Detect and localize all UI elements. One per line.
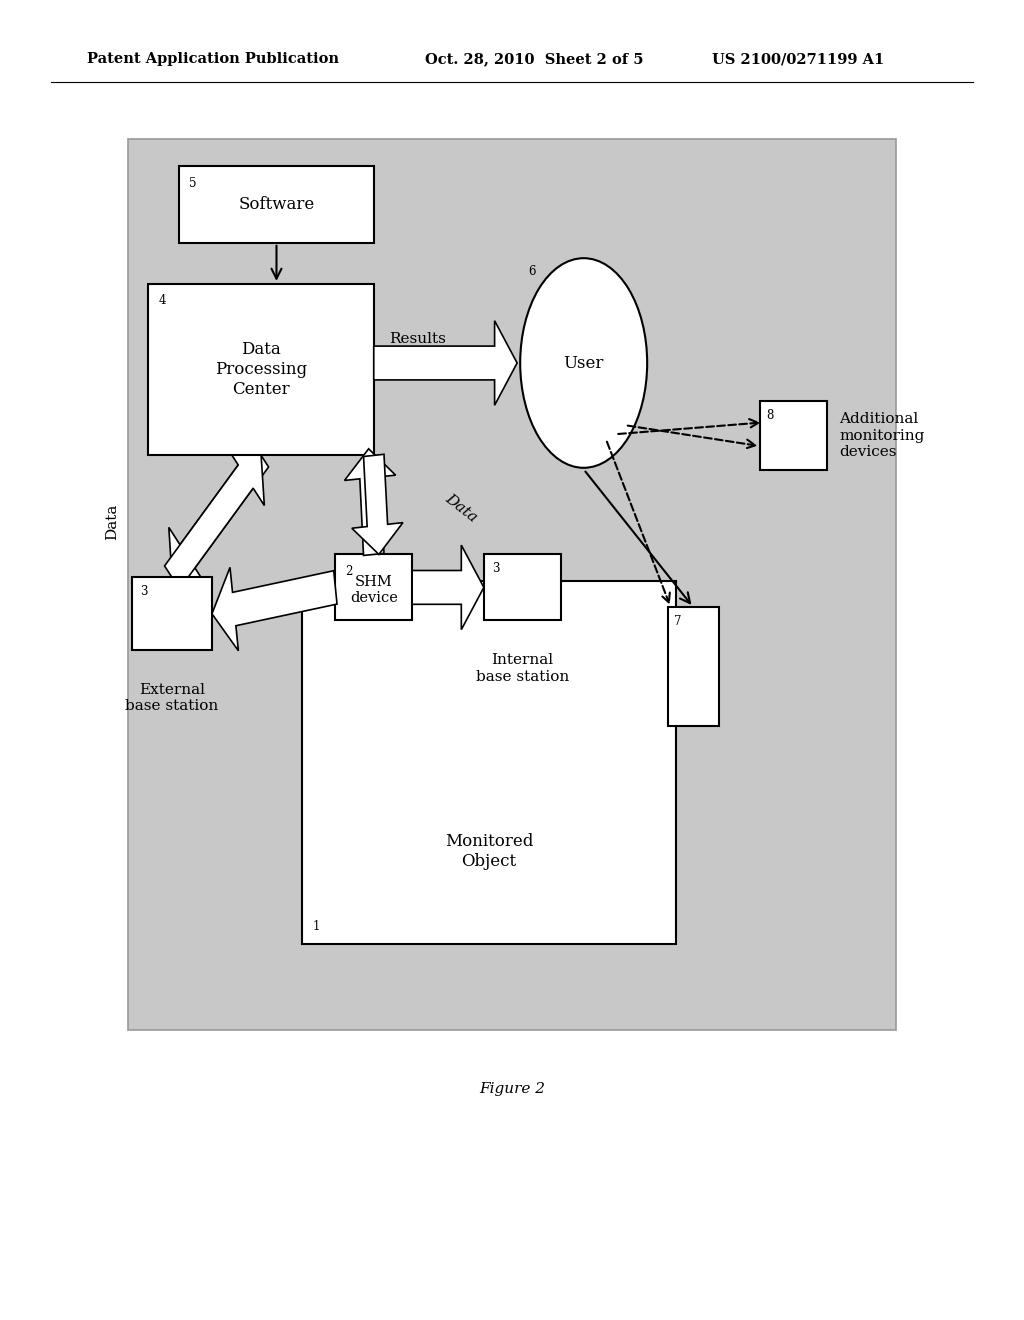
Text: SHM
device: SHM device [350,576,397,605]
Text: User: User [563,355,604,371]
FancyBboxPatch shape [668,607,719,726]
Text: Figure 2: Figure 2 [479,1082,545,1096]
FancyBboxPatch shape [148,284,374,455]
FancyBboxPatch shape [179,166,374,243]
Text: 8: 8 [766,409,774,422]
Text: Oct. 28, 2010  Sheet 2 of 5: Oct. 28, 2010 Sheet 2 of 5 [425,53,643,66]
Text: Results: Results [389,333,446,346]
Text: Data
Processing
Center: Data Processing Center [215,342,307,397]
Text: Patent Application Publication: Patent Application Publication [87,53,339,66]
Text: 4: 4 [159,294,166,308]
Polygon shape [412,545,484,630]
Polygon shape [374,321,517,405]
Polygon shape [169,444,268,585]
Text: 2: 2 [346,565,353,578]
FancyBboxPatch shape [128,139,896,1030]
Text: Data: Data [105,503,120,540]
Text: 7: 7 [674,615,681,628]
Text: 5: 5 [189,177,197,190]
Polygon shape [212,568,337,651]
Ellipse shape [520,259,647,467]
Text: Data: Data [442,491,479,525]
Text: 3: 3 [140,585,147,598]
Text: 3: 3 [493,562,500,576]
Text: External
base station: External base station [125,682,219,713]
Text: US 2100/0271199 A1: US 2100/0271199 A1 [712,53,884,66]
Text: Additional
monitoring
devices: Additional monitoring devices [840,412,925,459]
Text: Monitored
Object: Monitored Object [444,833,534,870]
Text: Software: Software [239,197,314,213]
Polygon shape [352,454,402,554]
FancyBboxPatch shape [132,577,212,649]
Text: 1: 1 [312,920,319,933]
Text: Internal
base station: Internal base station [475,653,569,684]
Polygon shape [165,447,264,589]
FancyBboxPatch shape [336,554,412,620]
Text: 6: 6 [528,265,536,277]
FancyBboxPatch shape [302,581,676,944]
FancyBboxPatch shape [760,401,827,470]
FancyBboxPatch shape [484,554,561,620]
Polygon shape [344,449,395,556]
